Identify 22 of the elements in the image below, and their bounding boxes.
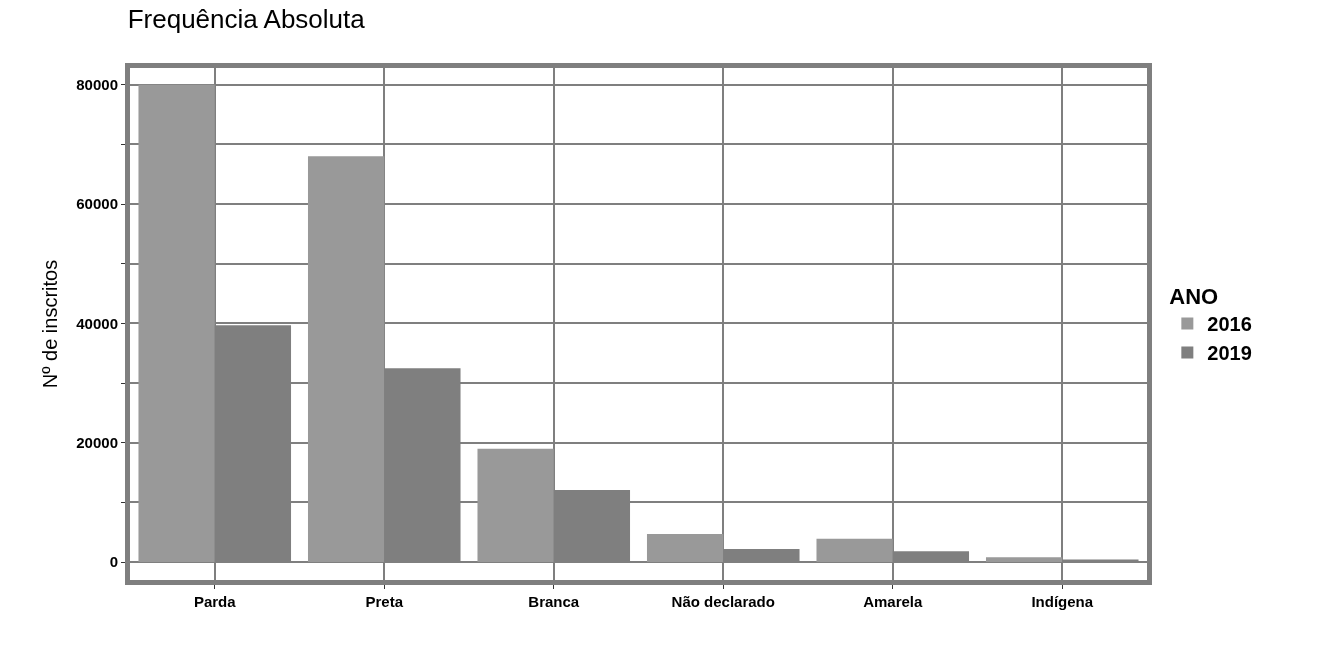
x-tick-label: Amarela (863, 593, 924, 610)
x-tick-label: Indígena (1031, 593, 1094, 610)
bar (307, 156, 385, 563)
y-tick-label: 0 (109, 553, 118, 571)
legend-title: ANO (1169, 284, 1219, 310)
x-tick-label: Não declarado (671, 593, 775, 610)
y-axis-title: Nº de inscritos (38, 259, 61, 389)
bar (477, 448, 554, 563)
bar (646, 534, 724, 563)
y-tick-label: 40000 (76, 314, 118, 332)
legend-label: 2016 (1207, 313, 1252, 336)
y-tick-label: 20000 (76, 434, 118, 451)
bar (816, 538, 893, 563)
chart-title: Frequência Absoluta (127, 4, 366, 35)
x-tick-label: Branca (528, 593, 580, 610)
y-tick-label: 80000 (76, 75, 118, 93)
bar (138, 84, 215, 563)
x-tick-label: Parda (193, 593, 237, 610)
legend-label: 2019 (1207, 342, 1252, 365)
x-tick-label: Preta (365, 593, 404, 610)
bar (985, 557, 1063, 563)
y-tick-label: 60000 (76, 195, 118, 213)
